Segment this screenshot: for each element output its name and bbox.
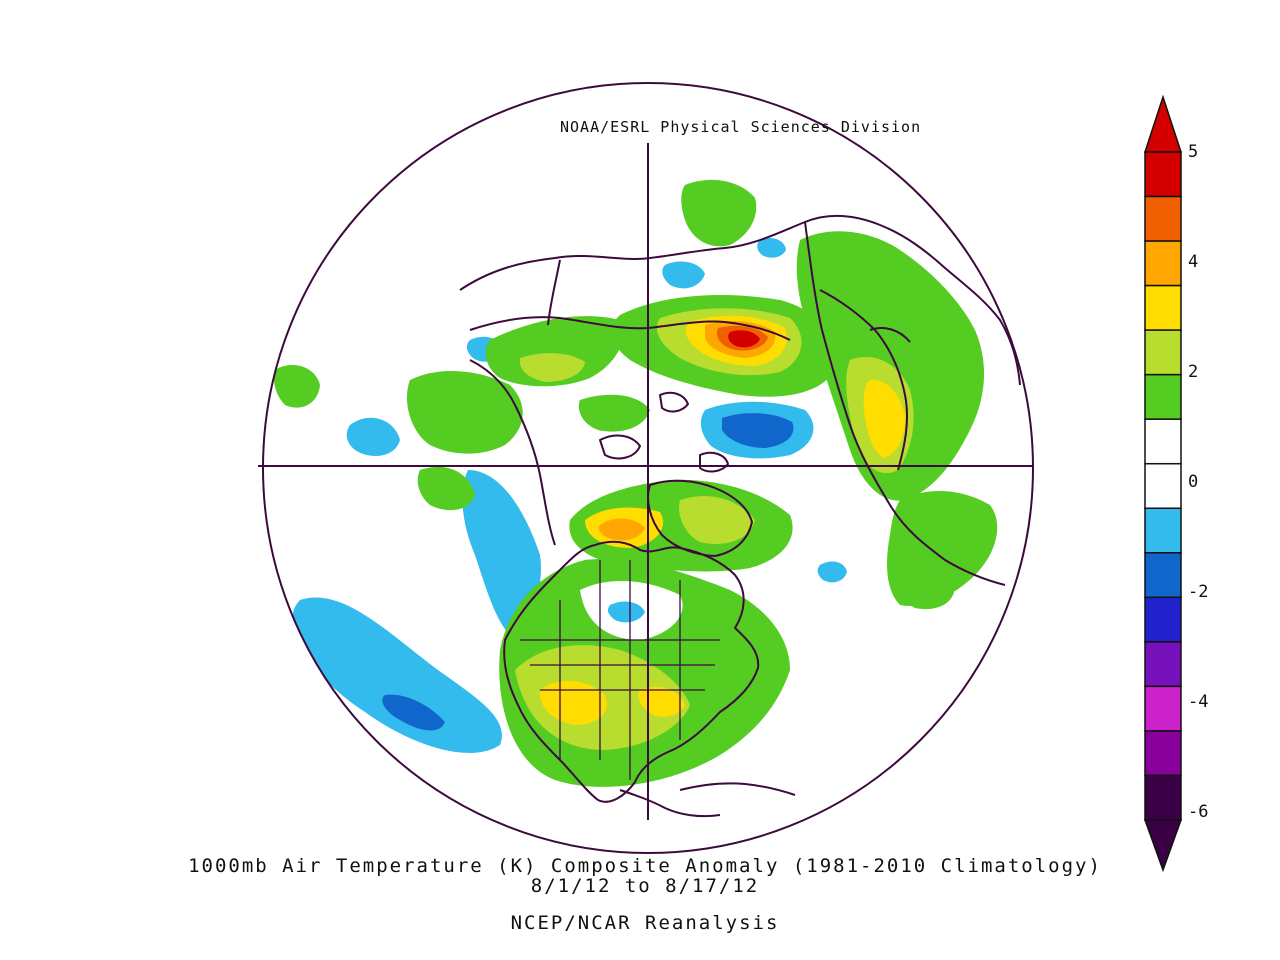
anomaly-warm-nw-pacific [273,365,320,408]
anomaly-cool-barents [662,261,705,289]
colorbar-tick-label: 5 [1188,142,1199,162]
anomaly-cool-pacific-core [382,694,445,731]
anomaly-warm-ne-canada [578,394,650,432]
colorbar-segment [1144,373,1182,420]
colorbar-segment [1144,730,1182,777]
anomaly-warm-arctic-canada-high [598,518,645,541]
colorbar-tick-label: 0 [1188,472,1199,492]
europe-coastline [819,289,911,471]
arctic-islands [599,391,729,473]
alaska-coastline [469,359,556,546]
colorbar-segment [1144,418,1182,465]
colorbar [1143,94,1183,873]
anomaly-cool-west [462,470,541,635]
anomaly-warm-russia-north [681,179,757,247]
colorbar-segment [1144,507,1182,554]
colorbar-segment [1144,284,1182,331]
anomaly-warm-atlantic [406,370,523,454]
north-america-coastline [503,540,760,803]
colorbar-segment [1144,240,1182,287]
anomaly-cool-alaska [346,417,400,456]
anomaly-warm-arctic-canada [569,479,793,572]
colorbar-tick-label: 2 [1188,362,1199,382]
caption-source: NCEP/NCAR Reanalysis [510,912,780,934]
central-america-coastline [619,782,796,818]
anomaly-warm-us-core [539,680,607,725]
colorbar-tick-label: -4 [1188,692,1209,712]
anomaly-warm-atlantic-east [894,561,955,610]
colorbar-bottom-arrow [1143,819,1183,873]
colorbar-segment [1144,462,1182,510]
anomaly-cool-pacific [292,597,502,753]
map-boundary [262,82,1034,854]
caption-title: 1000mb Air Temperature (K) Composite Ano… [188,855,1102,877]
colorbar-segment [1144,151,1182,198]
colorbar-tick-label: 4 [1188,252,1199,272]
anomaly-cool-hudson [607,601,645,623]
colorbar-segment [1144,641,1182,688]
colorbar-top-arrow [1143,94,1183,153]
colorbar-segment [1144,552,1182,599]
anomaly-warm-pacific-north [417,466,475,511]
colorbar-segment [1144,329,1182,376]
coastlines [459,214,1021,818]
anomaly-warm-europe-core [863,379,906,458]
anomaly-cool-atlantic-east [817,561,847,583]
anomaly-warm-us-east [638,686,685,717]
colorbar-segment [1144,596,1182,643]
anomaly-warm-east-siberia-mid [519,353,585,382]
anomaly-warm-siberia-core [728,330,760,348]
anomaly-fields [273,179,998,787]
anomaly-warm-greenland [679,496,755,544]
anomaly-warm-east-siberia [485,316,624,387]
greenland-coastline [647,479,753,557]
canadian-provinces [520,560,720,780]
anomaly-cool-kara [757,238,786,258]
credit-text: NOAA/ESRL Physical Sciences Division [560,118,922,136]
eurasia-coastline [459,214,1021,586]
anomaly-cool-arctic-core [722,413,794,448]
colorbar-tick-label: -6 [1188,802,1209,822]
colorbar-segment [1144,774,1182,821]
caption-date-range: 8/1/12 to 8/17/12 [530,875,760,897]
colorbar-segment [1144,685,1182,732]
colorbar-tick-label: -2 [1188,582,1209,602]
colorbar-segment [1144,195,1182,242]
